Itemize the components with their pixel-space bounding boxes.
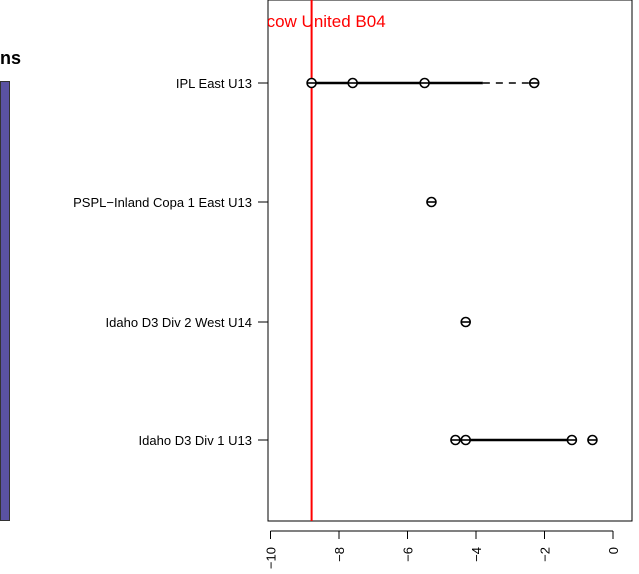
plot-frame [267, 0, 633, 522]
data-marks [306, 77, 598, 446]
chart-title: cow United B04 [267, 12, 386, 31]
value-tick-label: −8 [332, 547, 347, 562]
category-label: PSPL−Inland Copa 1 East U13 [73, 195, 252, 210]
left-panel-title-fragment: ns [0, 48, 22, 68]
value-axis: −10 −8 −6 −4 −2 0 [264, 530, 621, 569]
value-tick-label: −10 [264, 547, 279, 569]
category-axis: IPL East U13 PSPL−Inland Copa 1 East U13 I… [73, 76, 268, 448]
value-tick-label: 0 [606, 547, 621, 554]
left-panel-bar [0, 81, 10, 521]
value-tick-label: −6 [401, 547, 416, 562]
value-tick-label: −2 [538, 547, 553, 562]
category-label: Idaho D3 Div 1 U13 [139, 433, 252, 448]
category-label: IPL East U13 [176, 76, 252, 91]
value-tick-label: −4 [469, 547, 484, 562]
category-label: Idaho D3 Div 2 West U14 [106, 315, 252, 330]
